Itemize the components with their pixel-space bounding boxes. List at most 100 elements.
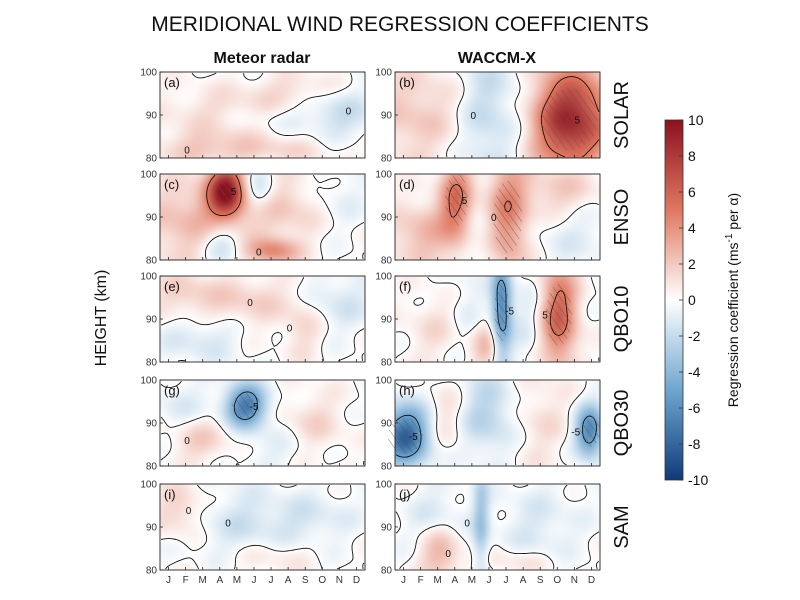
month-label: M <box>468 575 476 586</box>
y-tick-label: 90 <box>146 111 158 122</box>
month-label: A <box>520 575 527 586</box>
month-label: J <box>269 575 274 586</box>
y-tick-label: 80 <box>146 358 158 369</box>
contour-label: 0 <box>184 436 190 447</box>
month-label: N <box>336 575 343 586</box>
column-title-waccm-x: WACCM-X <box>458 50 537 67</box>
panel-f: -5 5 (f) 80 90 100 QBO10 <box>375 272 633 369</box>
y-tick-label: 90 <box>381 213 393 224</box>
significance-hatching <box>494 279 509 342</box>
month-label: J <box>486 575 491 586</box>
colorbar-ticks: 10 8 6 4 2 0 -2 -4 -6 -8 -10 <box>679 112 708 488</box>
contour-line <box>395 276 600 362</box>
significance-hatching <box>388 417 423 454</box>
contour-label: 5 <box>462 196 468 207</box>
contour-label: 5 <box>231 187 237 198</box>
month-label: D <box>588 575 595 586</box>
panel-grid: 0 0 (a) 80 90 100 5 0 (b) 80 90 100 SOLAR 5 0 (c) 80 90 10… <box>140 68 633 587</box>
y-tick-label: 80 <box>381 256 393 267</box>
panel-label: (i) <box>164 487 176 502</box>
y-tick-label: 90 <box>381 419 393 430</box>
contour-line <box>395 484 600 570</box>
month-label: O <box>318 575 326 586</box>
y-tick-label: 90 <box>146 523 158 534</box>
month-label: O <box>553 575 561 586</box>
y-tick-label: 100 <box>375 480 392 491</box>
y-tick-label: 90 <box>146 419 158 430</box>
y-tick-label: 100 <box>375 272 392 283</box>
panel-label: (j) <box>399 487 411 502</box>
panel-h: -5 -5 (h) 80 90 100 QBO30 <box>375 376 633 473</box>
panel-label: (g) <box>164 383 180 398</box>
y-tick-label: 80 <box>146 154 158 165</box>
colorbar-label-tail: per α) <box>725 193 741 234</box>
panel-c: 5 0 (c) 80 90 100 <box>140 170 366 267</box>
panel-e: 0 0 (e) 80 90 100 <box>140 272 366 369</box>
contour-label: 0 <box>184 145 190 156</box>
y-tick-label: 100 <box>140 170 157 181</box>
month-label: J <box>166 575 171 586</box>
significance-hatching <box>231 392 261 419</box>
month-label: S <box>537 575 544 586</box>
contour-label: -5 <box>505 306 514 317</box>
month-label: M <box>434 575 442 586</box>
contour-label: -5 <box>409 432 418 443</box>
heatmap-field <box>395 380 600 466</box>
contour-label: 0 <box>256 247 262 258</box>
heatmap-field <box>160 380 365 466</box>
y-tick-label: 90 <box>381 315 393 326</box>
panel-label: (a) <box>164 75 180 90</box>
month-label: A <box>451 575 458 586</box>
row-label-solar: SOLAR <box>611 81 633 149</box>
contour-line <box>446 72 522 157</box>
colorbar-label-superscript: -1 <box>724 233 735 242</box>
panel-label: (e) <box>164 279 180 294</box>
month-label: M <box>199 575 207 586</box>
y-tick-label: 80 <box>381 358 393 369</box>
colorbar-label: Regression coefficient (ms-1 per α) <box>724 193 741 407</box>
panel-label: (h) <box>399 383 415 398</box>
contour-line <box>206 174 242 217</box>
contour-line <box>160 276 365 362</box>
contour-label: 0 <box>470 111 476 122</box>
significance-hatching <box>445 174 468 226</box>
contour-label: 0 <box>346 107 352 118</box>
y-tick-label: 80 <box>146 256 158 267</box>
y-tick-label: 80 <box>381 462 393 473</box>
panel-label: (d) <box>399 177 415 192</box>
contour-label: 0 <box>225 519 231 530</box>
contour-label: -5 <box>571 428 580 439</box>
month-label: S <box>302 575 309 586</box>
y-tick-label: 100 <box>140 376 157 387</box>
contour-label: 0 <box>464 519 470 530</box>
month-label: J <box>251 575 256 586</box>
y-tick-label: 90 <box>381 111 393 122</box>
contour-label: -5 <box>250 402 259 413</box>
colorbar-tick-label: 8 <box>688 148 696 164</box>
y-tick-label: 80 <box>381 154 393 165</box>
month-label: M <box>233 575 241 586</box>
month-label: A <box>285 575 292 586</box>
panel-label: (c) <box>164 177 179 192</box>
colorbar-label-main: Regression coefficient (ms <box>725 242 741 407</box>
colorbar-tick-label: -8 <box>688 436 701 452</box>
panel-g: -5 0 (g) 80 90 100 <box>140 376 366 473</box>
panel-label: (f) <box>399 279 411 294</box>
contour-label: 0 <box>287 324 293 335</box>
colorbar-tick-label: 6 <box>688 184 696 200</box>
significance-hatching <box>212 175 239 207</box>
contour-line <box>191 72 365 151</box>
colorbar-tick-label: -6 <box>688 400 701 416</box>
row-label-sam: SAM <box>611 505 633 548</box>
month-label: N <box>571 575 578 586</box>
colorbar-tick-label: 0 <box>688 292 696 308</box>
contour-label: 0 <box>491 213 497 224</box>
row-label-enso: ENSO <box>611 189 633 246</box>
heatmap-field <box>160 276 365 362</box>
heatmap-field <box>395 484 600 570</box>
panel-d: 5 0 (d) 80 90 100 ENSO <box>375 170 633 267</box>
month-label: F <box>183 575 189 586</box>
significance-hatching <box>579 416 600 448</box>
contour-label: 5 <box>542 311 548 322</box>
